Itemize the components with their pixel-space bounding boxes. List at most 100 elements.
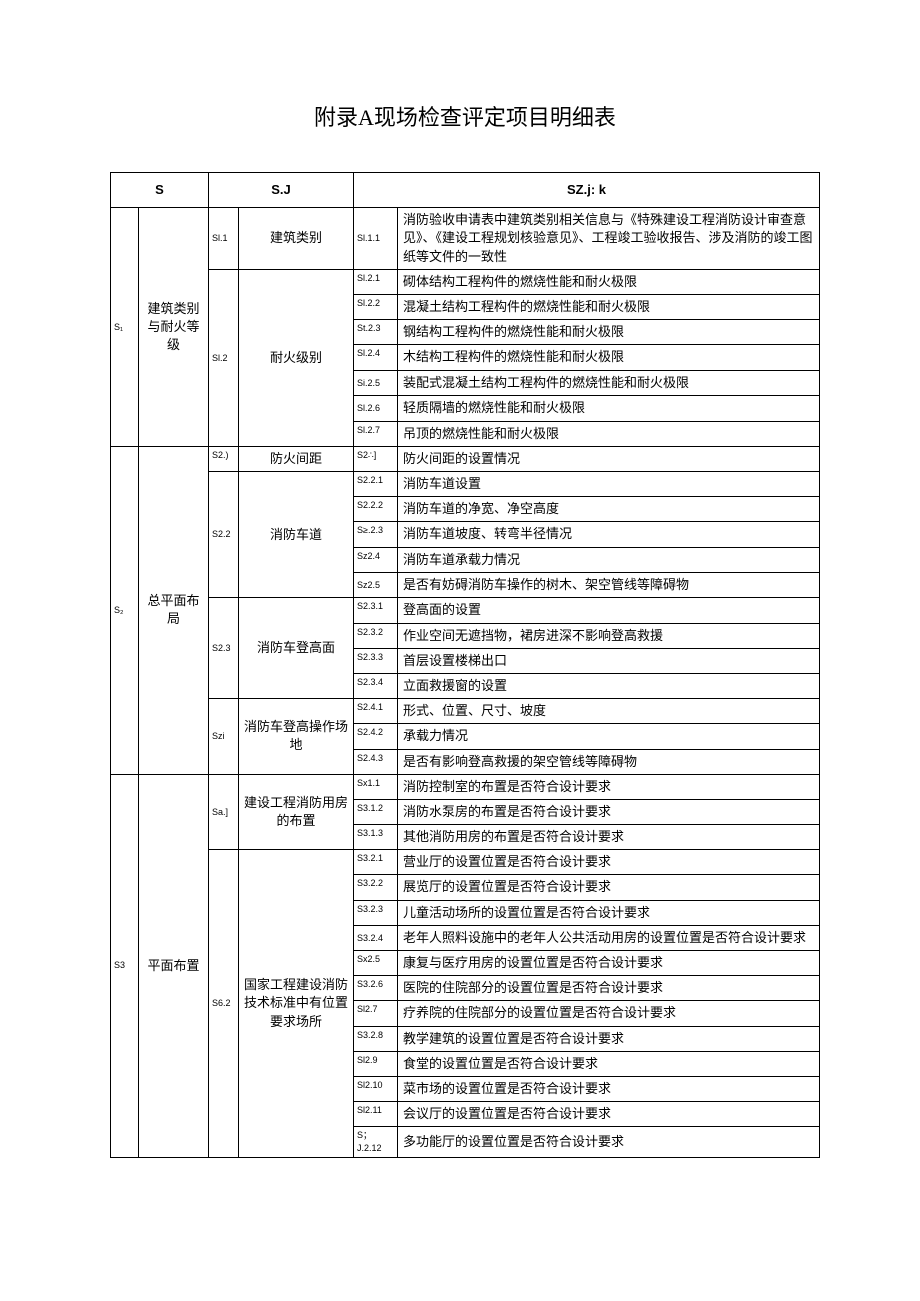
k-code: Sl.2.2 [354,294,398,319]
k-desc: 轻质隔墙的燃烧性能和耐火极限 [398,396,820,422]
k-code: Sl.2.7 [354,421,398,446]
k-code: Sl.2.6 [354,396,398,422]
table-row: S₁ 建筑类别与耐火等级 Sl.1 建筑类别 Sl.1.1 消防验收申请表中建筑… [111,208,820,270]
s-code: S3 [111,774,139,1157]
k-desc: 钢结构工程构件的燃烧性能和耐火极限 [398,320,820,345]
k-desc: 是否有妨碍消防车操作的树木、架空管线等障碍物 [398,572,820,598]
sj-name: 建筑类别 [239,208,354,270]
sj-code: S2.) [209,446,239,471]
k-desc: 登高面的设置 [398,598,820,623]
k-code: S2.2.2 [354,497,398,522]
sj-name: 消防车道 [239,472,354,598]
s-name: 总平面布局 [139,446,209,774]
k-desc: 消防车道坡度、转弯半径情况 [398,522,820,547]
sj-code: Sl.2 [209,269,239,446]
k-code: S3.2.2 [354,875,398,900]
k-code: S3.2.8 [354,1026,398,1051]
k-desc: 展览厅的设置位置是否符合设计要求 [398,875,820,900]
k-code: S3.1.2 [354,799,398,824]
sj-code: S2.2 [209,472,239,598]
k-code: Sl.2.1 [354,269,398,294]
k-code: Sl2.7 [354,1001,398,1026]
page-title: 附录A现场检查评定项目明细表 [110,100,820,132]
k-desc: 康复与医疗用房的设置位置是否符合设计要求 [398,951,820,976]
sj-code: Szi [209,699,239,775]
s-name: 平面布置 [139,774,209,1157]
k-code: S≥.2.3 [354,522,398,547]
header-szjk: SZ.j: k [354,173,820,208]
k-desc: 消防车道设置 [398,472,820,497]
k-desc: 作业空间无遮挡物，裙房进深不影响登高救援 [398,623,820,648]
document-page: 附录A现场检查评定项目明细表 S S.J SZ.j: k S₁ 建筑类别与耐火等… [0,0,920,1218]
k-code: Sl2.9 [354,1051,398,1076]
k-code: Si.2.5 [354,370,398,396]
k-code: Sz2.4 [354,547,398,572]
k-desc: 多功能厅的设置位置是否符合设计要求 [398,1127,820,1157]
table-row: S₂ 总平面布局 S2.) 防火间距 S2∴] 防火间距的设置情况 [111,446,820,471]
k-desc: 医院的住院部分的设置位置是否符合设计要求 [398,976,820,1001]
k-desc: 消防验收申请表中建筑类别相关信息与《特殊建设工程消防设计审查意见》、《建设工程规… [398,208,820,270]
k-code: S；J.2.12 [354,1127,398,1157]
table-row: Szi 消防车登高操作场地 S2.4.1 形式、位置、尺寸、坡度 [111,699,820,724]
k-desc: 是否有影响登高救援的架空管线等障碍物 [398,749,820,774]
k-code: S3.2.1 [354,850,398,875]
k-code: St.2.3 [354,320,398,345]
k-desc: 形式、位置、尺寸、坡度 [398,699,820,724]
table-row: S6.2 国家工程建设消防技术标准中有位置要求场所 S3.2.1 营业厅的设置位… [111,850,820,875]
k-code: S2.2.1 [354,472,398,497]
header-s: S [111,173,209,208]
k-code: S3.2.4 [354,925,398,950]
k-code: S2.4.1 [354,699,398,724]
k-code: S2.4.3 [354,749,398,774]
k-code: S3.1.3 [354,825,398,850]
checklist-table: S S.J SZ.j: k S₁ 建筑类别与耐火等级 Sl.1 建筑类别 Sl.… [110,172,820,1158]
k-code: S2.4.2 [354,724,398,749]
k-code: S2.3.2 [354,623,398,648]
k-code: Sz2.5 [354,572,398,598]
sj-code: Sa.] [209,774,239,850]
sj-name: 耐火级别 [239,269,354,446]
table-row: Sl.2 耐火级别 Sl.2.1 砌体结构工程构件的燃烧性能和耐火极限 [111,269,820,294]
k-code: S2∴] [354,446,398,471]
k-desc: 会议厅的设置位置是否符合设计要求 [398,1102,820,1127]
k-desc: 教学建筑的设置位置是否符合设计要求 [398,1026,820,1051]
k-desc: 混凝土结构工程构件的燃烧性能和耐火极限 [398,294,820,319]
k-code: Sl2.10 [354,1076,398,1101]
sj-code: Sl.1 [209,208,239,270]
k-desc: 首层设置楼梯出口 [398,648,820,673]
k-desc: 营业厅的设置位置是否符合设计要求 [398,850,820,875]
k-desc: 砌体结构工程构件的燃烧性能和耐火极限 [398,269,820,294]
k-desc: 吊顶的燃烧性能和耐火极限 [398,421,820,446]
k-desc: 疗养院的住院部分的设置位置是否符合设计要求 [398,1001,820,1026]
table-row: S3 平面布置 Sa.] 建设工程消防用房的布置 Sx1.1 消防控制室的布置是… [111,774,820,799]
sj-name: 国家工程建设消防技术标准中有位置要求场所 [239,850,354,1157]
k-desc: 立面救援窗的设置 [398,673,820,698]
table-row: S2.2 消防车道 S2.2.1 消防车道设置 [111,472,820,497]
s-code: S₂ [111,446,139,774]
k-code: Sx1.1 [354,774,398,799]
k-code: Sl.2.4 [354,345,398,370]
sj-name: 消防车登高面 [239,598,354,699]
k-code: S2.3.4 [354,673,398,698]
k-desc: 承载力情况 [398,724,820,749]
k-code: Sx2.5 [354,951,398,976]
k-desc: 其他消防用房的布置是否符合设计要求 [398,825,820,850]
k-code: S3.2.3 [354,900,398,925]
table-header-row: S S.J SZ.j: k [111,173,820,208]
s-name: 建筑类别与耐火等级 [139,208,209,447]
k-desc: 消防水泵房的布置是否符合设计要求 [398,799,820,824]
sj-name: 防火间距 [239,446,354,471]
k-desc: 老年人照料设施中的老年人公共活动用房的设置位置是否符合设计要求 [398,925,820,950]
sj-code: S6.2 [209,850,239,1157]
s-code: S₁ [111,208,139,447]
k-desc: 消防车道的净宽、净空高度 [398,497,820,522]
k-code: S2.3.3 [354,648,398,673]
k-code: Sl2.11 [354,1102,398,1127]
k-desc: 防火间距的设置情况 [398,446,820,471]
header-sj: S.J [209,173,354,208]
k-desc: 装配式混凝土结构工程构件的燃烧性能和耐火极限 [398,370,820,396]
sj-code: S2.3 [209,598,239,699]
table-row: S2.3 消防车登高面 S2.3.1 登高面的设置 [111,598,820,623]
sj-name: 建设工程消防用房的布置 [239,774,354,850]
k-code: Sl.1.1 [354,208,398,270]
